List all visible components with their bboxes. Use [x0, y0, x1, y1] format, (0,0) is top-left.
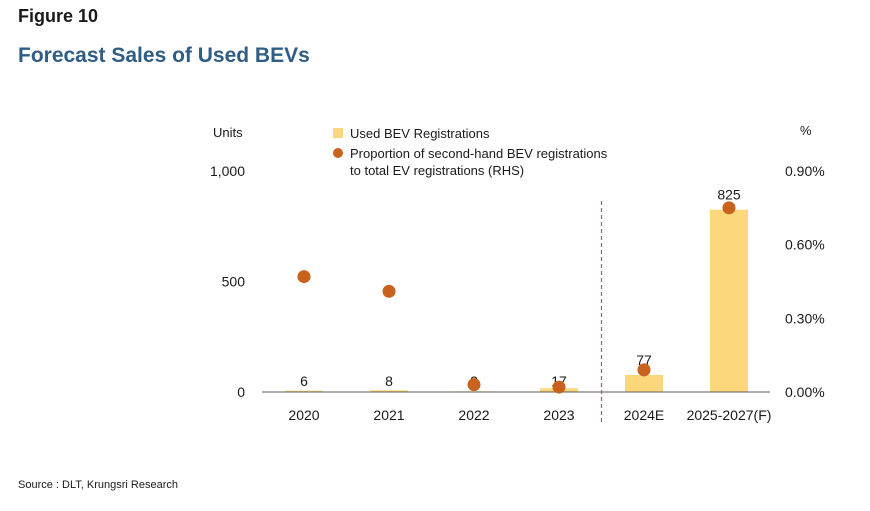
proportion-dot	[382, 284, 396, 298]
x-tick-label: 2022	[458, 407, 489, 423]
figure-label: Figure 10	[18, 6, 99, 26]
proportion-dot	[722, 201, 736, 215]
bar	[370, 390, 408, 392]
proportion-dot	[297, 270, 311, 284]
x-tick-label: 2023	[543, 407, 574, 423]
legend: Used BEV Registrations Proportion of sec…	[333, 126, 608, 178]
left-tick-label: 0	[237, 384, 245, 400]
right-tick-label: 0.90%	[785, 163, 825, 179]
bar-data-label: 6	[300, 373, 308, 389]
x-tick-label: 2025-2027(F)	[687, 407, 772, 423]
left-tick-label: 500	[222, 274, 246, 290]
legend-swatch-bar	[333, 128, 343, 138]
bar	[625, 374, 663, 392]
legend-label-dot-line1: Proportion of second-hand BEV registrati…	[350, 146, 608, 161]
right-tick-label: 0.60%	[785, 237, 825, 253]
legend-label-dot-line2: to total EV registrations (RHS)	[350, 163, 524, 178]
proportion-dot	[552, 380, 566, 394]
source-note: Source : DLT, Krungsri Research	[18, 479, 178, 491]
right-tick-label: 0.00%	[785, 384, 825, 400]
x-tick-label: 2021	[373, 407, 404, 423]
x-tick-label: 2024E	[624, 407, 664, 423]
plot-area: 0 500 1,000 0.00% 0.30% 0.60% 0.90% 2020 2021 202…	[210, 163, 825, 423]
bar-data-label: 825	[717, 187, 741, 203]
right-axis-unit: %	[800, 123, 812, 138]
proportion-dot	[637, 363, 651, 377]
bar-data-label: 77	[636, 352, 652, 368]
bar-data-label: 8	[385, 373, 393, 389]
right-tick-label: 0.30%	[785, 310, 825, 326]
figure-title: Forecast Sales of Used BEVs	[18, 44, 310, 67]
left-axis-unit: Units	[213, 125, 243, 140]
legend-label-bar: Used BEV Registrations	[350, 126, 490, 141]
proportion-dot	[467, 378, 481, 392]
bar	[285, 390, 323, 392]
bar	[710, 209, 748, 392]
left-tick-label: 1,000	[210, 163, 245, 179]
legend-swatch-dot	[333, 148, 343, 158]
x-tick-label: 2020	[288, 407, 319, 423]
